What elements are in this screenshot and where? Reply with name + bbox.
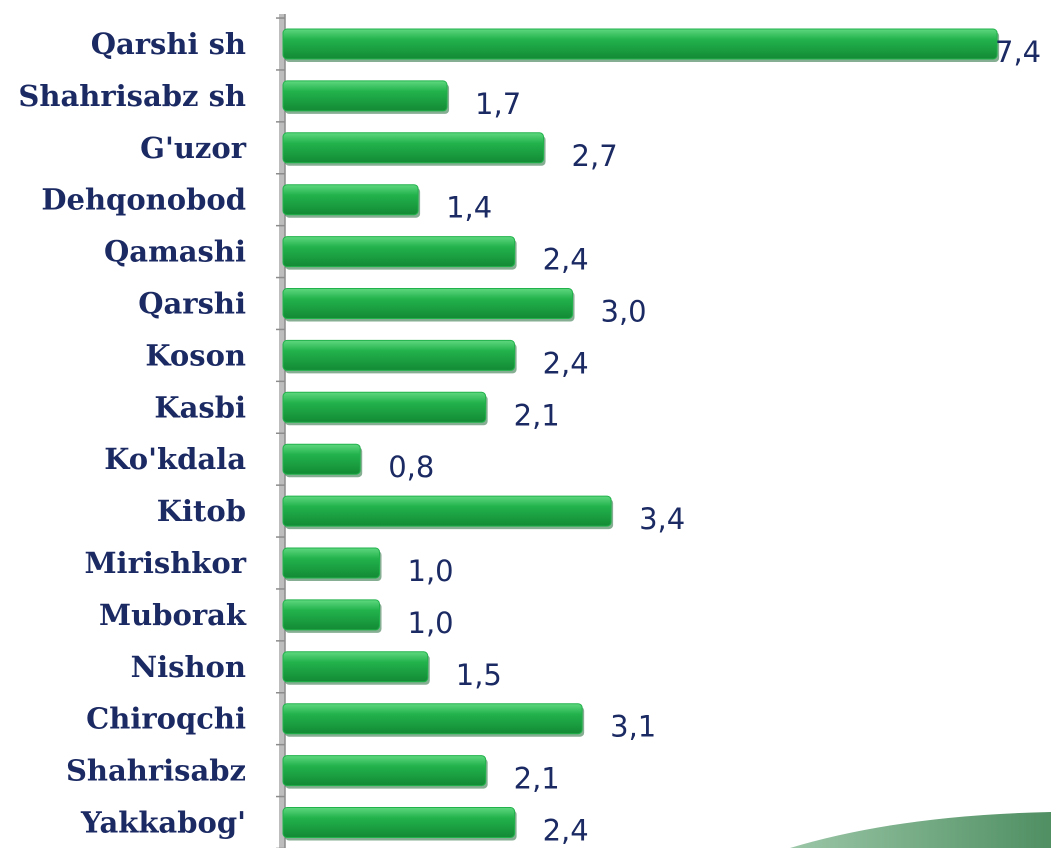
bar	[282, 807, 516, 838]
bar	[282, 391, 487, 423]
value-label: 2,1	[514, 398, 560, 432]
axis-wall	[279, 14, 285, 848]
value-label: 1,0	[408, 554, 454, 588]
value-label: 2,1	[514, 762, 560, 796]
bar	[282, 755, 487, 787]
value-label: 3,0	[601, 295, 647, 329]
value-label: 1,7	[475, 87, 521, 121]
bar	[282, 339, 516, 371]
category-label: Kitob	[157, 494, 246, 528]
category-label: Qamashi	[104, 235, 246, 269]
bar	[282, 288, 573, 319]
value-label: 7,4	[995, 35, 1041, 69]
category-label: Koson	[145, 338, 246, 372]
category-label: Qarshi sh	[91, 27, 246, 61]
category-label: Muborak	[99, 598, 247, 632]
bar	[282, 651, 429, 683]
bar	[282, 184, 419, 216]
category-label: Chiroqchi	[86, 702, 246, 736]
category-label: Nishon	[131, 650, 246, 684]
bar	[282, 80, 448, 112]
category-label: Shahrisabz	[66, 754, 246, 788]
decor-swoosh	[790, 812, 1051, 848]
bar	[282, 703, 583, 735]
bar	[282, 28, 998, 60]
plot: Qarshi sh 7,4 Shahrisabz sh 1,7 G'uzor 2,7 Deh…	[18, 17, 1041, 848]
value-label: 1,0	[408, 606, 454, 640]
bar	[282, 236, 516, 268]
category-label: Dehqonobod	[41, 183, 246, 217]
bar	[282, 599, 380, 631]
value-label: 1,5	[456, 658, 502, 692]
category-label: Ko'kdala	[104, 442, 246, 476]
bar	[282, 547, 380, 579]
bar	[282, 443, 361, 475]
value-label: 3,1	[610, 710, 656, 744]
value-label: 1,4	[446, 191, 492, 225]
value-label: 2,4	[543, 346, 589, 380]
value-label: 2,4	[543, 243, 589, 277]
value-label: 2,7	[572, 139, 618, 173]
bar	[282, 495, 612, 527]
value-label: 3,4	[639, 502, 685, 536]
category-label: Yakkabog'	[80, 806, 246, 840]
category-label: Mirishkor	[84, 546, 246, 580]
bar	[282, 132, 545, 164]
value-label: 0,8	[388, 450, 434, 484]
value-label: 2,4	[543, 814, 589, 848]
category-label: Shahrisabz sh	[18, 79, 246, 113]
category-label: Qarshi	[138, 287, 246, 321]
category-label: G'uzor	[140, 131, 247, 165]
category-label: Kasbi	[154, 390, 246, 424]
